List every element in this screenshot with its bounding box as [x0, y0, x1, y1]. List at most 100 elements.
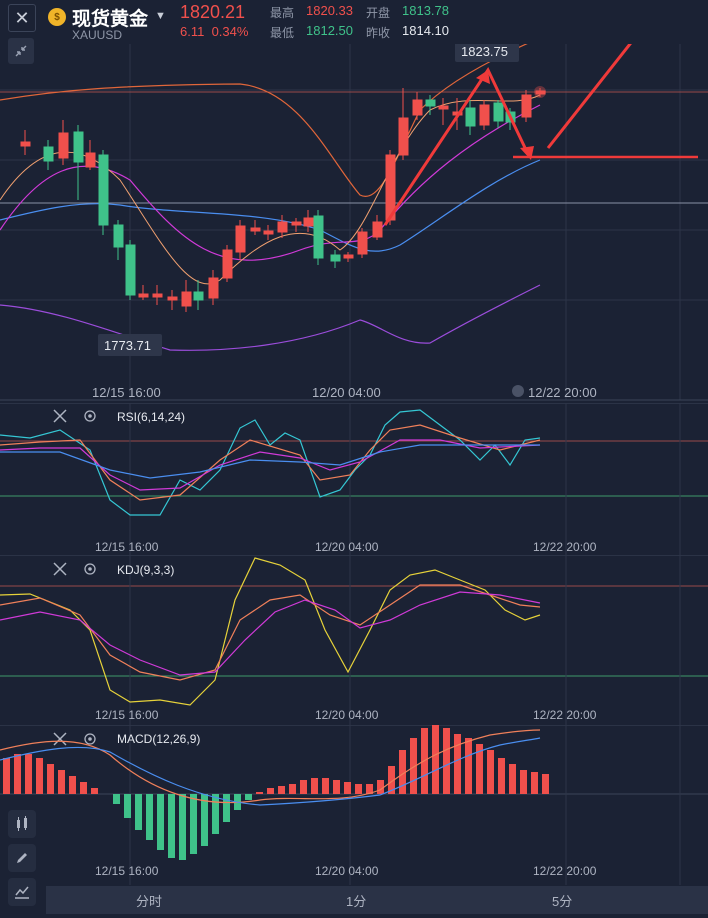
close-button[interactable]: ✕: [8, 4, 36, 32]
macd-dea-line: [0, 737, 541, 806]
period-tabbar: 分时 1分 5分: [46, 886, 708, 914]
time-label: 12/22 20:00: [533, 864, 597, 878]
tab-timeshare[interactable]: 分时: [136, 894, 163, 909]
time-label: 12/20 04:00: [312, 385, 381, 400]
macd-bar: [223, 794, 230, 822]
gold-coin-icon: $: [48, 8, 66, 26]
macd-bar: [135, 794, 142, 830]
time-label: 12/15 16:00: [92, 385, 161, 400]
macd-close-icon[interactable]: [53, 732, 67, 746]
macd-label: MACD(12,26,9): [117, 732, 200, 746]
time-label: 12/20 04:00: [315, 708, 379, 722]
macd-bar: [3, 758, 10, 794]
macd-settings-icon[interactable]: [84, 733, 96, 745]
indicator-tool-button[interactable]: [8, 810, 36, 838]
macd-bar: [443, 728, 450, 794]
candles-icon: [17, 816, 27, 831]
low-value: 1812.50: [306, 23, 353, 38]
macd-bar: [36, 758, 43, 794]
macd-bar: [465, 738, 472, 794]
macd-bar: [410, 738, 417, 794]
macd-bar: [256, 792, 263, 794]
prev-close-label: 昨收: [366, 26, 391, 40]
macd-bar: [278, 786, 285, 794]
collapse-arrows-icon: [15, 45, 27, 57]
instrument-title[interactable]: 现货黄金: [72, 9, 149, 30]
kdj-settings-icon[interactable]: [84, 563, 96, 575]
trend-annotation: [383, 44, 698, 226]
change-value: 6.11: [180, 24, 205, 39]
open-label: 开盘: [366, 6, 391, 20]
rsi-close-icon[interactable]: [53, 409, 67, 423]
macd-bar: [91, 788, 98, 794]
rsi24-line: [0, 439, 541, 491]
macd-panel[interactable]: MACD(12,26,9) 12/15 16:00 12/20 04:00 12…: [0, 725, 708, 885]
macd-bar: [212, 794, 219, 834]
prev-close-value: 1814.10: [402, 23, 449, 38]
ma-orange-line: [0, 94, 541, 285]
macd-bar: [542, 774, 549, 794]
macd-bar: [25, 754, 32, 794]
collapse-button[interactable]: [8, 38, 34, 64]
macd-bar: [476, 744, 483, 794]
chart-line-icon: [15, 886, 29, 899]
rsi-label: RSI(6,14,24): [117, 410, 185, 424]
time-label: 12/22 20:00: [533, 540, 597, 554]
ma-magenta-line: [0, 104, 541, 261]
macd-bar: [113, 794, 120, 804]
macd-bar: [168, 794, 175, 858]
macd-bar: [289, 784, 296, 794]
last-price-dot: [534, 86, 546, 98]
time-label: 12/15 16:00: [95, 540, 159, 554]
price-change: 6.11 0.34%: [180, 24, 248, 39]
macd-bar: [300, 780, 307, 794]
macd-bar: [432, 725, 439, 794]
macd-bar: [80, 782, 87, 794]
macd-bar: [399, 750, 406, 794]
macd-bar: [509, 764, 516, 794]
macd-bar: [14, 754, 21, 794]
ma-blue-line: [0, 159, 541, 252]
kdj-d-line: [0, 591, 541, 676]
open-value: 1813.78: [402, 3, 449, 18]
rsi-panel[interactable]: RSI(6,14,24) 12/15 16:00 12/20 04:00 12/…: [0, 403, 708, 555]
macd-bar: [201, 794, 208, 846]
scroll-handle-icon[interactable]: [512, 385, 524, 397]
kdj-close-icon[interactable]: [53, 562, 67, 576]
candles: [20, 88, 546, 312]
kdj-panel[interactable]: KDJ(9,3,3) 12/15 16:00 12/20 04:00 12/22…: [0, 555, 708, 725]
change-percent: 0.34%: [211, 24, 249, 39]
macd-bar: [146, 794, 153, 840]
tab-5min[interactable]: 5分: [552, 894, 573, 909]
high-value: 1820.33: [306, 3, 353, 18]
quote-header: ✕ $ 现货黄金 ▼ XAUUSD 1820.21 6.11 0.34% 最高 …: [0, 0, 708, 44]
rsi-settings-icon[interactable]: [84, 410, 96, 422]
instrument-symbol: XAUUSD: [72, 28, 123, 42]
line-tool-button[interactable]: [8, 878, 36, 906]
tab-1min[interactable]: 1分: [346, 894, 367, 909]
kdj-k-line: [0, 584, 541, 681]
macd-bar: [311, 778, 318, 794]
candlestick-chart[interactable]: 1823.75 1773.71 12/15 16:00 12/20 04:00 …: [0, 44, 708, 404]
macd-bar: [69, 776, 76, 794]
last-price: 1820.21: [180, 2, 246, 22]
boll-lower-line: [0, 284, 541, 351]
caret-down-icon[interactable]: ▼: [155, 10, 166, 22]
rsi14-line: [0, 424, 541, 501]
macd-histogram: [3, 725, 549, 860]
time-label: 12/20 04:00: [315, 864, 379, 878]
macd-bar: [333, 780, 340, 794]
macd-bar: [47, 764, 54, 794]
time-label: 12/20 04:00: [315, 540, 379, 554]
macd-bar: [157, 794, 164, 850]
min-price-badge: [98, 334, 162, 356]
macd-bar: [179, 794, 186, 860]
macd-bar: [355, 784, 362, 794]
draw-tool-button[interactable]: [8, 844, 36, 872]
time-label: 12/22 20:00: [528, 385, 597, 400]
macd-bar: [531, 772, 538, 794]
macd-bar: [322, 778, 329, 794]
macd-bar: [344, 782, 351, 794]
kdj-j-line: [0, 557, 541, 706]
rsi-blue-line: [0, 444, 540, 479]
